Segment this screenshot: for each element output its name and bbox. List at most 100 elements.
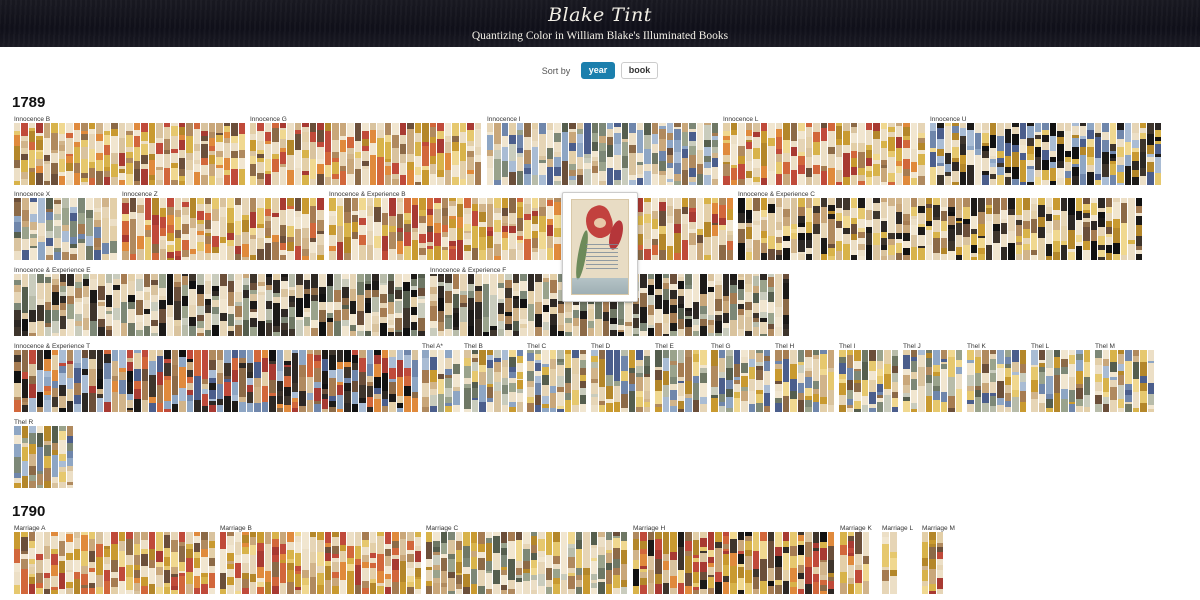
plate-color-strip[interactable]	[487, 123, 494, 185]
plate-color-strip[interactable]	[692, 532, 700, 594]
plate-color-strip[interactable]	[96, 532, 103, 595]
plate-color-strip[interactable]	[193, 532, 201, 595]
plate-color-strip[interactable]	[314, 350, 321, 413]
plate-color-strip[interactable]	[396, 350, 403, 412]
plate-color-strip[interactable]	[1064, 123, 1072, 186]
plate-color-strip[interactable]	[82, 274, 90, 336]
plate-color-strip[interactable]	[1057, 123, 1064, 185]
plate-color-strip[interactable]	[606, 123, 614, 185]
plate-color-strip[interactable]	[930, 123, 937, 185]
plate-color-strip[interactable]	[1105, 198, 1112, 261]
plate-color-strip[interactable]	[715, 532, 722, 594]
plate-color-strip[interactable]	[426, 532, 433, 595]
plate-color-strip[interactable]	[677, 350, 685, 412]
plate-color-strip[interactable]	[1095, 350, 1102, 412]
plate-color-strip[interactable]	[399, 532, 407, 594]
plate-color-strip[interactable]	[726, 198, 733, 260]
plate-color-strip[interactable]	[737, 532, 745, 594]
plate-color-strip[interactable]	[1117, 350, 1124, 412]
plate-color-strip[interactable]	[377, 123, 384, 185]
plate-color-strip[interactable]	[500, 532, 508, 594]
plate-color-strip[interactable]	[689, 198, 696, 260]
copy-marriage-k[interactable]: Marriage K	[840, 525, 872, 595]
plate-color-strip[interactable]	[414, 123, 422, 185]
plate-color-strip[interactable]	[760, 198, 767, 261]
plate-color-strip[interactable]	[591, 123, 599, 185]
plate-color-strip[interactable]	[763, 350, 770, 413]
copy-innocence-u[interactable]: Innocence U	[930, 116, 1162, 186]
plate-color-strip[interactable]	[201, 350, 208, 412]
plate-color-strip[interactable]	[854, 350, 861, 412]
plate-color-strip[interactable]	[418, 274, 425, 336]
plate-color-strip[interactable]	[449, 198, 456, 260]
plate-color-strip[interactable]	[1113, 198, 1120, 260]
plate-color-strip[interactable]	[254, 350, 261, 412]
plate-color-strip[interactable]	[1083, 350, 1090, 413]
plate-color-strip[interactable]	[429, 350, 437, 413]
plate-color-strip[interactable]	[437, 350, 445, 412]
plate-color-strip[interactable]	[86, 198, 93, 260]
plate-color-strip[interactable]	[437, 274, 444, 336]
plate-color-strip[interactable]	[591, 350, 598, 412]
plate-color-strip[interactable]	[220, 532, 227, 594]
plate-color-strip[interactable]	[1110, 350, 1117, 413]
plate-color-strip[interactable]	[389, 198, 396, 260]
copy-thel-g[interactable]: Thel G	[711, 343, 771, 413]
plate-color-strip[interactable]	[790, 532, 797, 594]
plate-color-strip[interactable]	[336, 198, 343, 260]
plate-color-strip[interactable]	[426, 198, 433, 261]
plate-color-strip[interactable]	[827, 532, 835, 594]
plate-color-strip[interactable]	[828, 123, 835, 185]
plate-color-strip[interactable]	[884, 350, 891, 412]
plate-color-strip[interactable]	[21, 274, 29, 337]
plate-color-strip[interactable]	[347, 123, 354, 185]
plate-color-strip[interactable]	[67, 274, 74, 336]
plate-color-strip[interactable]	[509, 198, 516, 260]
plate-color-strip[interactable]	[564, 350, 571, 412]
plate-color-strip[interactable]	[272, 532, 279, 594]
plate-color-strip[interactable]	[647, 532, 655, 594]
plate-color-strip[interactable]	[257, 198, 264, 261]
plate-color-strip[interactable]	[1019, 350, 1026, 413]
copy-innocence-x[interactable]: Innocence X	[14, 191, 118, 261]
plate-color-strip[interactable]	[707, 274, 714, 336]
plate-color-strip[interactable]	[501, 123, 509, 185]
plate-color-strip[interactable]	[605, 532, 613, 594]
plate-color-strip[interactable]	[44, 274, 52, 336]
plate-color-strip[interactable]	[128, 274, 135, 336]
plate-color-strip[interactable]	[224, 350, 231, 413]
plate-color-strip[interactable]	[1094, 123, 1102, 185]
plate-color-strip[interactable]	[494, 198, 501, 260]
plate-color-strip[interactable]	[985, 198, 992, 261]
plate-color-strip[interactable]	[22, 198, 29, 260]
plate-color-strip[interactable]	[359, 198, 366, 260]
copy-innocence-g[interactable]: Innocence G	[250, 116, 482, 186]
plate-color-strip[interactable]	[846, 350, 853, 412]
plate-color-strip[interactable]	[402, 274, 410, 336]
copy-innocence-l[interactable]: Innocence L	[723, 116, 926, 186]
plate-color-strip[interactable]	[737, 274, 744, 336]
plate-color-strip[interactable]	[493, 532, 500, 595]
plate-color-strip[interactable]	[201, 123, 208, 185]
plate-color-strip[interactable]	[174, 274, 181, 336]
plate-color-strip[interactable]	[455, 532, 463, 595]
plate-color-strip[interactable]	[685, 350, 692, 412]
plate-color-strip[interactable]	[681, 123, 689, 186]
plate-color-strip[interactable]	[279, 198, 287, 260]
plate-color-strip[interactable]	[775, 350, 782, 412]
plate-color-strip[interactable]	[134, 350, 141, 412]
plate-color-strip[interactable]	[677, 532, 685, 594]
plate-color-strip[interactable]	[1023, 198, 1030, 260]
plate-color-strip[interactable]	[501, 198, 508, 260]
plate-color-strip[interactable]	[294, 123, 302, 185]
plate-color-strip[interactable]	[110, 198, 117, 260]
plate-color-strip[interactable]	[163, 123, 171, 185]
plate-color-strip[interactable]	[456, 198, 463, 260]
plate-color-strip[interactable]	[535, 274, 542, 336]
plate-color-strip[interactable]	[272, 123, 279, 185]
plate-color-strip[interactable]	[81, 350, 88, 412]
plate-color-strip[interactable]	[28, 123, 36, 186]
plate-color-strip[interactable]	[118, 123, 126, 185]
plate-color-strip[interactable]	[137, 198, 144, 261]
plate-color-strip[interactable]	[118, 532, 126, 594]
